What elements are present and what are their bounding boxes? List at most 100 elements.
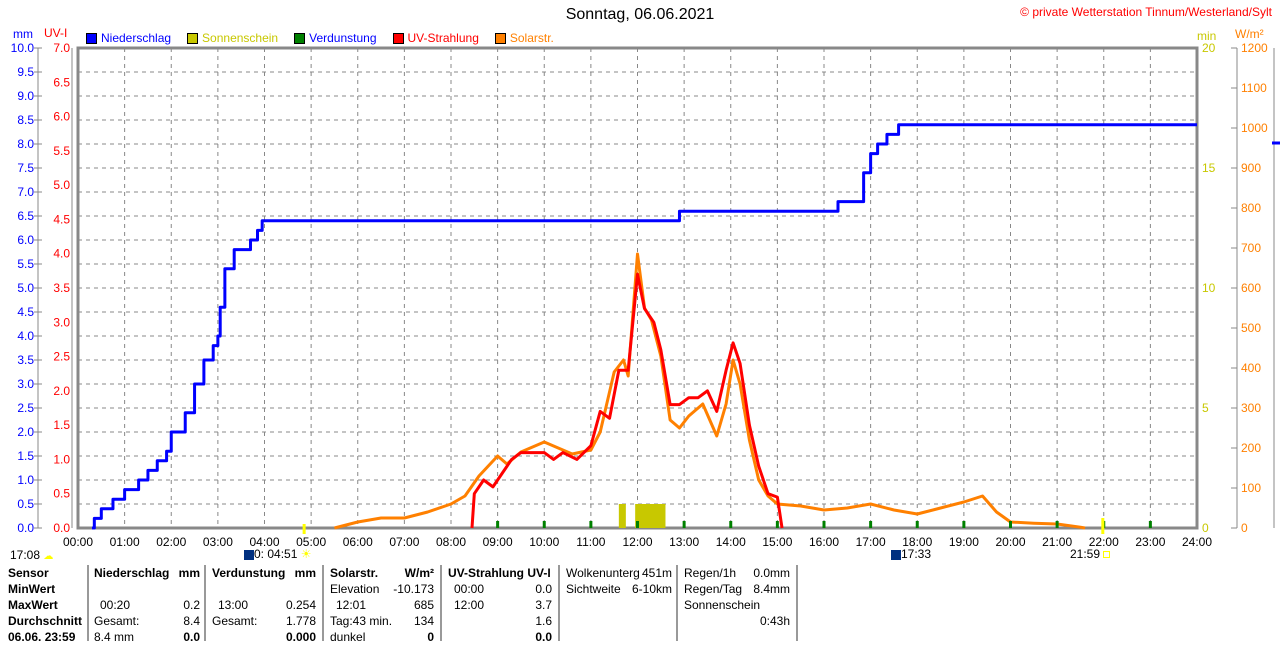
uv-tick-label: 5.0 — [53, 178, 70, 192]
x-tick-label: 10:00 — [529, 535, 559, 549]
cell: 0.000 — [285, 630, 316, 644]
wm2-tick-label: 1200 — [1241, 41, 1268, 55]
sonnenschein-bar — [635, 504, 666, 528]
x-tick-label: 11:00 — [576, 535, 605, 549]
sunset-icon — [1103, 551, 1111, 558]
cell: 12:01 — [336, 598, 367, 612]
x-tick-label: 14:00 — [716, 535, 746, 549]
cell: Sonnenschein — [684, 598, 761, 612]
verdunstung-mark — [496, 521, 500, 528]
wm2-tick-label: 900 — [1241, 161, 1261, 175]
cell: 8.4mm — [753, 582, 790, 596]
verdunstung-mark — [1009, 521, 1012, 528]
sun-icon: ☀ — [300, 547, 312, 561]
x-tick-label: 12:00 — [622, 535, 652, 549]
divider — [558, 565, 560, 641]
row-label: 06.06. 23:59 — [8, 630, 76, 644]
niederschlag-column: Niederschlag mm 00:20 0.2 Gesamt: 8.4 8.4 m… — [94, 565, 200, 645]
verdunstung-mark — [636, 521, 639, 528]
uv-tick-label: 1.0 — [53, 452, 70, 466]
mm-tick-label: 1.0 — [17, 473, 34, 487]
min-unit: min — [1197, 29, 1217, 43]
cell: Sichtweite — [566, 582, 621, 596]
mm-tick-label: 7.0 — [17, 185, 34, 199]
divider — [87, 565, 89, 641]
legend-item: UV-Strahlung — [392, 31, 479, 45]
cell: Tag:43 min. — [330, 614, 393, 628]
wm2-tick-label: 400 — [1241, 361, 1261, 375]
wm2-tick-label: 800 — [1241, 201, 1261, 215]
row-label: Durchschnitt — [8, 614, 83, 628]
x-tick-label: 08:00 — [436, 535, 466, 549]
divider — [796, 565, 798, 641]
uv-strahlung-line — [470, 272, 784, 529]
x-tick-label: 02:00 — [156, 535, 186, 549]
mm-tick-label: 1.5 — [17, 449, 34, 463]
astro-left-time: 17:08 ☁ — [10, 548, 53, 562]
uv-tick-label: 3.0 — [53, 315, 70, 329]
legend-swatch — [294, 32, 306, 44]
x-tick-label: 16:00 — [809, 535, 839, 549]
uv-tick-label: 2.0 — [53, 384, 70, 398]
legend-label: Sonnenschein — [202, 31, 279, 45]
verdunstung-mark — [729, 521, 733, 528]
divider — [676, 565, 678, 641]
x-tick-label: 17:00 — [856, 535, 886, 549]
mm-tick-label: 2.0 — [17, 425, 34, 439]
wm2-unit: W/m² — [1235, 27, 1264, 41]
mm-tick-label: 5.0 — [17, 281, 34, 295]
x-tick-label: 20:00 — [995, 535, 1025, 549]
x-tick-label: 15:00 — [762, 535, 792, 549]
legend-label: UV-Strahlung — [407, 31, 479, 45]
mm-tick-label: 5.5 — [17, 257, 34, 271]
mm-tick-label: 3.0 — [17, 377, 34, 391]
col-header: Solarstr. — [330, 566, 379, 580]
uv-tick-label: 6.0 — [53, 110, 70, 124]
verdunstung-mark — [869, 521, 873, 528]
verdunstung-mark — [775, 521, 779, 528]
cell: Regen/Tag — [684, 582, 743, 596]
cell: 8.4 — [183, 614, 200, 628]
legend-label: Niederschlag — [101, 31, 172, 45]
wm2-tick-label: 0 — [1241, 521, 1248, 535]
col-header: Niederschlag — [94, 566, 170, 580]
mm-tick-label: 9.0 — [17, 89, 34, 103]
moonrise-icon — [244, 549, 254, 560]
niederschlag-line — [91, 123, 1197, 530]
legend-label: Verdunstung — [309, 31, 377, 45]
uv-tick-label: 5.5 — [53, 144, 70, 158]
cell: 0.0mm — [753, 566, 790, 580]
wm2-tick-label: 1100 — [1241, 81, 1267, 95]
x-tick-label: 23:00 — [1135, 535, 1165, 549]
cell: 451m — [641, 566, 672, 580]
uv-tick-label: 4.0 — [53, 247, 70, 261]
uv-tick-label: 6.5 — [53, 75, 70, 89]
legend-item: Niederschlag — [86, 31, 171, 45]
cell: Regen/1h — [684, 566, 737, 580]
x-tick-label: 19:00 — [949, 535, 979, 549]
mm-tick-label: 10.0 — [11, 41, 35, 55]
col-unit: mm — [178, 566, 200, 580]
wm2-tick-label: 500 — [1241, 321, 1261, 335]
cell: 0.0 — [535, 630, 552, 644]
cell: 6-10km — [631, 582, 672, 596]
wm2-tick-label: 300 — [1241, 401, 1261, 415]
legend-swatch — [86, 32, 97, 44]
cell: -10.173 — [393, 582, 434, 596]
mm-tick-label: 8.0 — [17, 137, 34, 151]
wm2-tick-label: 200 — [1241, 441, 1261, 455]
cell: 00:20 — [100, 598, 131, 612]
x-tick-label: 05:00 — [296, 535, 326, 549]
x-tick-label: 22:00 — [1089, 535, 1119, 549]
cell: 1.6 — [535, 614, 552, 628]
verdunstung-mark — [589, 521, 593, 528]
x-tick-label: 00:00 — [63, 535, 93, 549]
misc-column: Wolkenunterg 451m Sichtweite 6-10km — [566, 565, 672, 597]
mm-tick-label: 3.5 — [17, 353, 34, 367]
verdunstung-mark — [542, 521, 546, 528]
uv-tick-label: 1.5 — [53, 418, 70, 432]
cell: 0 — [427, 630, 434, 644]
uv-column: UV-Strahlung UV-I 00:00 0.0 12:00 3.7 1.6 … — [448, 565, 552, 645]
legend-item: Verdunstung — [294, 31, 377, 45]
